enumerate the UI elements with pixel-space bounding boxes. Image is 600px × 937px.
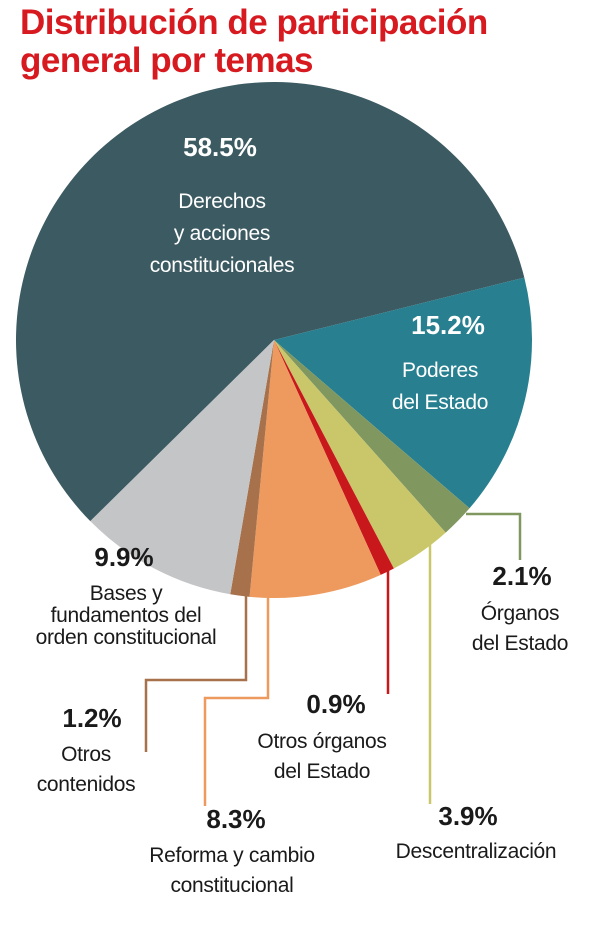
slice-category-label: orden constitucional [36, 626, 217, 649]
pie-slice [230, 340, 274, 597]
slice-category-label: constitucional [170, 874, 293, 897]
pie-slice [274, 340, 470, 533]
pie-slice [249, 340, 381, 599]
slice-category-label: constitucionales [150, 254, 295, 277]
leader-line [466, 512, 522, 560]
slice-category-label: del Estado [274, 760, 370, 783]
slice-category-label: contenidos [37, 773, 136, 796]
slice-category-label: Derechos [178, 190, 265, 213]
slice-category-label: Reforma y cambio [149, 844, 315, 867]
pie-slice [16, 82, 525, 522]
slice-percentage-label: 15.2% [411, 310, 485, 340]
chart-title: Distribución de participación general po… [20, 3, 488, 80]
slice-category-label: y acciones [174, 222, 270, 245]
slice-percentage-label: 9.9% [94, 542, 153, 572]
pie-slice [274, 277, 533, 509]
slice-category-label: Poderes [402, 359, 478, 382]
slice-category-label: Bases y [90, 582, 163, 605]
slice-category-label: Otros órganos [257, 730, 386, 753]
pie-slice [274, 340, 394, 575]
slice-percentage-label: 58.5% [183, 132, 257, 162]
pie-slice [274, 340, 446, 569]
slice-category-label: del Estado [392, 391, 488, 414]
slice-category-label: del Estado [472, 632, 568, 655]
leader-line [420, 540, 432, 804]
leader-line [203, 588, 270, 806]
slice-category-label: Otros [61, 743, 111, 766]
leader-line [144, 590, 248, 752]
slice-category-label: Descentralización [396, 840, 557, 863]
slice-percentage-label: 3.9% [438, 801, 497, 831]
slice-percentage-label: 0.9% [306, 689, 365, 719]
slice-percentage-label: 2.1% [492, 561, 551, 591]
slice-category-label: Órganos [481, 602, 559, 625]
slice-percentage-label: 8.3% [206, 804, 265, 834]
pie-slice [90, 340, 274, 595]
slice-percentage-label: 1.2% [62, 703, 121, 733]
slice-category-label: fundamentos del [51, 604, 202, 627]
